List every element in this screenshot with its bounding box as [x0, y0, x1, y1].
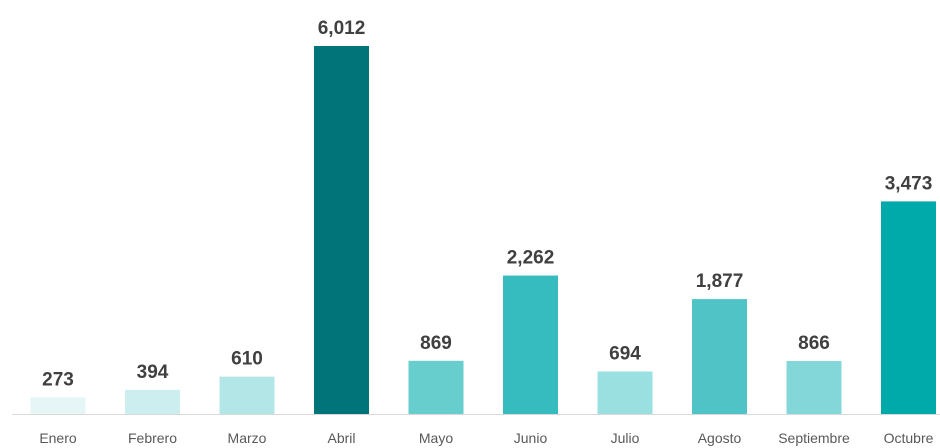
bar-marzo — [219, 376, 275, 414]
value-label-abril: 6,012 — [318, 18, 366, 39]
x-tick-label-abril: Abril — [327, 430, 355, 446]
value-label-octubre: 3,473 — [885, 173, 933, 194]
value-label-enero: 273 — [42, 369, 74, 390]
x-tick-label-mayo: Mayo — [419, 430, 453, 446]
bar-agosto — [692, 299, 747, 414]
bar-junio — [503, 275, 558, 414]
x-tick-label-marzo: Marzo — [228, 430, 267, 446]
value-label-mayo: 869 — [420, 333, 452, 354]
bar-julio — [597, 371, 653, 414]
value-label-febrero: 394 — [137, 362, 169, 383]
value-label-agosto: 1,877 — [696, 271, 744, 292]
x-tick-label-octubre: Octubre — [884, 430, 934, 446]
bar-septiembre — [786, 360, 842, 414]
x-tick-labels-group: Enero Febrero Marzo Abril Mayo Junio Julio Agos… — [39, 430, 933, 446]
value-label-marzo: 610 — [231, 349, 263, 370]
value-label-julio: 694 — [609, 344, 641, 365]
x-tick-label-julio: Julio — [611, 430, 640, 446]
bar-abril — [314, 46, 369, 414]
bar-enero — [30, 397, 86, 414]
bar-mayo — [408, 360, 464, 414]
value-labels-group: 273 394 610 6,012 869 2,262 694 1,877 866 3,473 — [42, 18, 932, 390]
x-tick-label-febrero: Febrero — [128, 430, 177, 446]
bars-group — [30, 46, 936, 414]
x-tick-label-agosto: Agosto — [698, 430, 742, 446]
x-tick-label-septiembre: Septiembre — [778, 430, 850, 446]
x-tick-label-junio: Junio — [514, 430, 548, 446]
bar-febrero — [125, 389, 180, 414]
value-label-junio: 2,262 — [507, 248, 555, 269]
bar-octubre — [881, 201, 936, 414]
x-tick-label-enero: Enero — [39, 430, 77, 446]
value-label-septiembre: 866 — [798, 333, 830, 354]
